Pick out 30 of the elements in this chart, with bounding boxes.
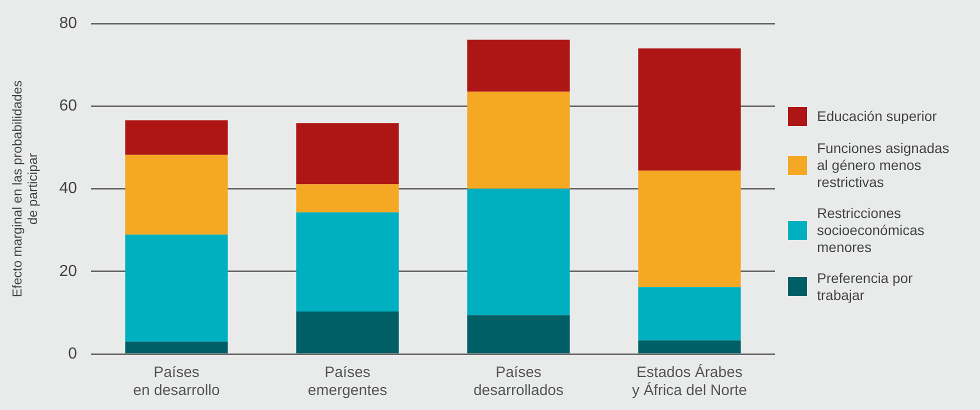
bar: [638, 170, 741, 288]
y-axis-title: Efecto marginal en las probabilidades de participar: [9, 80, 40, 298]
bar: [638, 340, 741, 354]
bar: [467, 188, 570, 316]
bar: [125, 234, 228, 342]
x-tick-label: Países desarrollados: [473, 364, 564, 400]
y-tick-label: 80: [59, 15, 78, 32]
y-tick-label: 40: [59, 180, 78, 198]
bar: [467, 40, 570, 92]
bar: [296, 212, 399, 312]
bar: [125, 120, 228, 155]
bar: [125, 154, 228, 235]
x-tick-label: Países emergentes: [308, 364, 388, 400]
x-tick-label: Estados Árabes y África del Norte: [632, 363, 748, 400]
x-tick-label: Países en desarrollo: [133, 364, 220, 400]
y-tick-label: 20: [59, 262, 78, 280]
bar: [296, 311, 399, 354]
bar: [296, 184, 399, 212]
bar: [125, 342, 228, 354]
bar: [638, 287, 741, 340]
bar: [638, 48, 741, 171]
legend-label: Educación superior: [817, 108, 938, 124]
y-tick-label: 0: [68, 345, 78, 362]
bar: [467, 315, 570, 354]
legend-label: Funciones asignadas al género menos restrictivas: [817, 140, 950, 190]
y-tick-label: 60: [59, 98, 78, 115]
bar: [296, 123, 399, 184]
legend-label: Preferencia por trabajar: [817, 270, 914, 304]
bar: [467, 92, 570, 189]
legend-label: Restricciones socioeconómicas menores: [817, 204, 926, 256]
